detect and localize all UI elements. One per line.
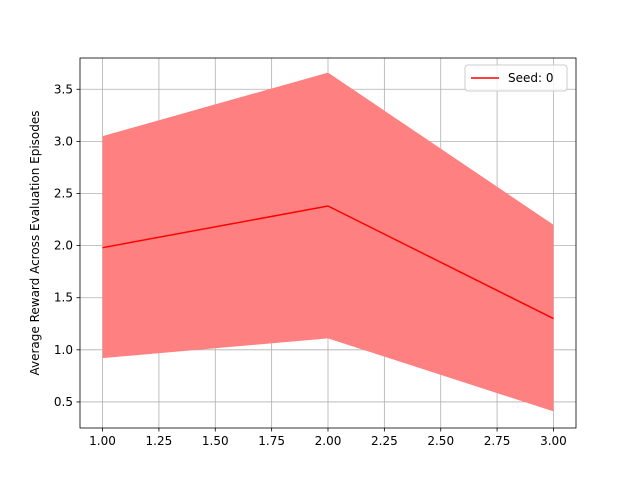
series-lines — [102, 205, 554, 320]
x-tick-label: 1.75 — [258, 434, 285, 448]
legend-box — [464, 64, 568, 92]
x-tick-label: 2.25 — [371, 434, 398, 448]
y-tick-label: 1.0 — [54, 343, 73, 357]
x-tick-label: 1.50 — [202, 434, 229, 448]
y-tick-label: 2.0 — [54, 239, 73, 253]
x-tick-label: 3.00 — [540, 434, 567, 448]
y-tick-label: 1.5 — [54, 291, 73, 305]
x-tick-label: 2.00 — [315, 434, 342, 448]
y-axis-label: Average Reward Across Evaluation Episode… — [28, 110, 42, 375]
confidence-bands — [102, 72, 554, 412]
y-tick-label: 3.0 — [54, 134, 73, 148]
y-tick-label: 3.5 — [54, 82, 73, 96]
x-tick-label: 2.50 — [427, 434, 454, 448]
y-tick-label: 0.5 — [54, 395, 73, 409]
x-axis-ticks: 1.00 1.25 1.50 1.75 2.00 2.25 2.50 2.75 3.00 — [89, 428, 567, 448]
x-tick-label: 1.25 — [146, 434, 173, 448]
series-line — [102, 205, 554, 320]
legend-label: Seed: 0 — [508, 71, 554, 85]
x-tick-label: 2.75 — [484, 434, 511, 448]
y-axis-ticks: 0.5 1.0 1.5 2.0 2.5 3.0 3.5 — [54, 82, 80, 409]
legend: Seed: 0 — [464, 64, 568, 92]
y-tick-label: 2.5 — [54, 186, 73, 200]
x-tick-label: 1.00 — [89, 434, 116, 448]
confidence-band — [102, 72, 554, 412]
